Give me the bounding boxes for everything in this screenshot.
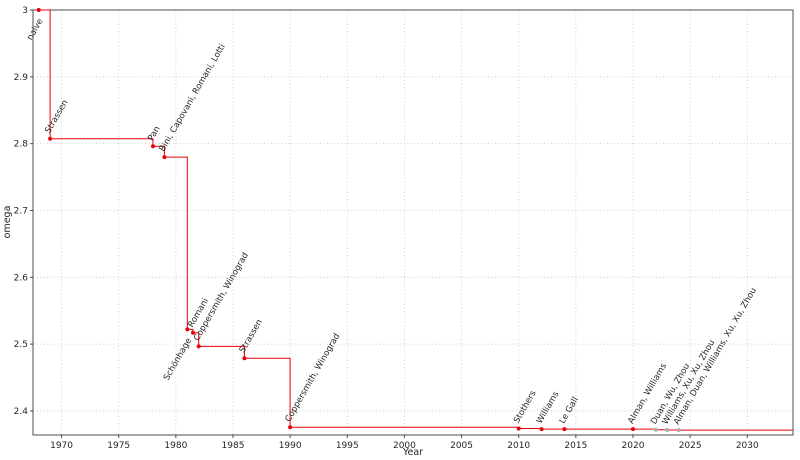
point-label: Bini, Capovani, Romani, Lotti xyxy=(158,42,228,153)
y-tick-label: 2.9 xyxy=(14,73,29,83)
data-point xyxy=(631,427,635,432)
x-tick-label: 2020 xyxy=(622,441,645,451)
x-tick-label: 2025 xyxy=(679,441,702,451)
data-point xyxy=(48,136,53,141)
point-label: Le Gall xyxy=(558,395,581,425)
point-label-group: Alman, Duan, Williams, Xu, Xu, Zhou xyxy=(672,286,759,426)
x-tick-label: 1995 xyxy=(336,441,359,451)
data-point xyxy=(288,425,293,430)
y-axis-title: omega xyxy=(2,206,13,239)
point-label: Schönhage xyxy=(162,336,194,382)
data-point xyxy=(653,427,658,432)
data-point xyxy=(676,428,681,433)
point-label-group: Strassen xyxy=(238,318,265,355)
x-tick-label: 2030 xyxy=(736,441,759,451)
point-label-group: Bini, Capovani, Romani, Lotti xyxy=(158,42,228,153)
point-label: Coppersmith, Winograd xyxy=(283,332,342,424)
data-point xyxy=(562,427,567,432)
point-label: Alman, Duan, Williams, Xu, Xu, Zhou xyxy=(672,286,759,426)
x-axis-title: Year xyxy=(402,447,423,458)
point-label: Strassen xyxy=(43,98,70,135)
point-label: naive xyxy=(25,17,45,42)
point-label-group: naive xyxy=(25,17,45,42)
y-tick-label: 3 xyxy=(22,6,28,16)
plot-frame xyxy=(32,9,794,436)
x-tick-label: 1990 xyxy=(279,441,302,451)
y-tick-label: 2.5 xyxy=(14,340,28,350)
x-tick-label: 2010 xyxy=(507,441,530,451)
point-label: Strassen xyxy=(238,318,265,355)
point-label: Pan xyxy=(146,125,162,143)
y-tick-label: 2.4 xyxy=(14,407,29,417)
axis-ticks xyxy=(30,9,748,438)
x-tick-label: 1980 xyxy=(164,441,187,451)
x-tick-label: 2015 xyxy=(564,441,587,451)
data-point xyxy=(242,356,247,361)
y-tick-label: 2.8 xyxy=(14,140,29,150)
point-label-group: Schönhage xyxy=(162,336,194,382)
point-label-group: Williams, Xu, Xu, Zhou xyxy=(661,338,718,426)
point-label: Coppersmith, Winograd xyxy=(192,251,251,343)
data-point xyxy=(162,155,167,160)
x-tick-label: 1985 xyxy=(222,441,245,451)
data-points xyxy=(36,8,681,433)
data-point xyxy=(151,144,155,149)
point-label-group: Coppersmith, Winograd xyxy=(192,251,251,343)
point-label-group: Le Gall xyxy=(558,395,581,425)
x-tick-label: 2000 xyxy=(393,441,416,451)
data-point xyxy=(196,344,201,349)
point-label-group: Coppersmith, Winograd xyxy=(283,332,342,424)
point-label: Williams, Xu, Xu, Zhou xyxy=(661,338,718,426)
data-point xyxy=(665,428,670,432)
data-point xyxy=(185,327,190,332)
y-tick-label: 2.7 xyxy=(14,206,28,216)
x-tick-label: 1970 xyxy=(50,441,73,451)
x-tick-label: 2005 xyxy=(450,441,473,451)
tick-labels: 1970 1975 1980 1985 1990 1995 2000 2005 2010 2015… xyxy=(14,6,759,451)
data-point xyxy=(516,426,521,431)
point-label-group: Strassen xyxy=(43,98,70,135)
chart-render-root: 1970 1975 1980 1985 1990 1995 2000 2005 2010 2015… xyxy=(14,6,794,451)
data-point xyxy=(191,330,195,335)
data-point xyxy=(36,8,41,12)
point-label-group: Pan xyxy=(146,125,162,143)
y-tick-label: 2.6 xyxy=(14,273,29,283)
data-point xyxy=(539,427,544,432)
x-tick-label: 1975 xyxy=(107,441,130,451)
